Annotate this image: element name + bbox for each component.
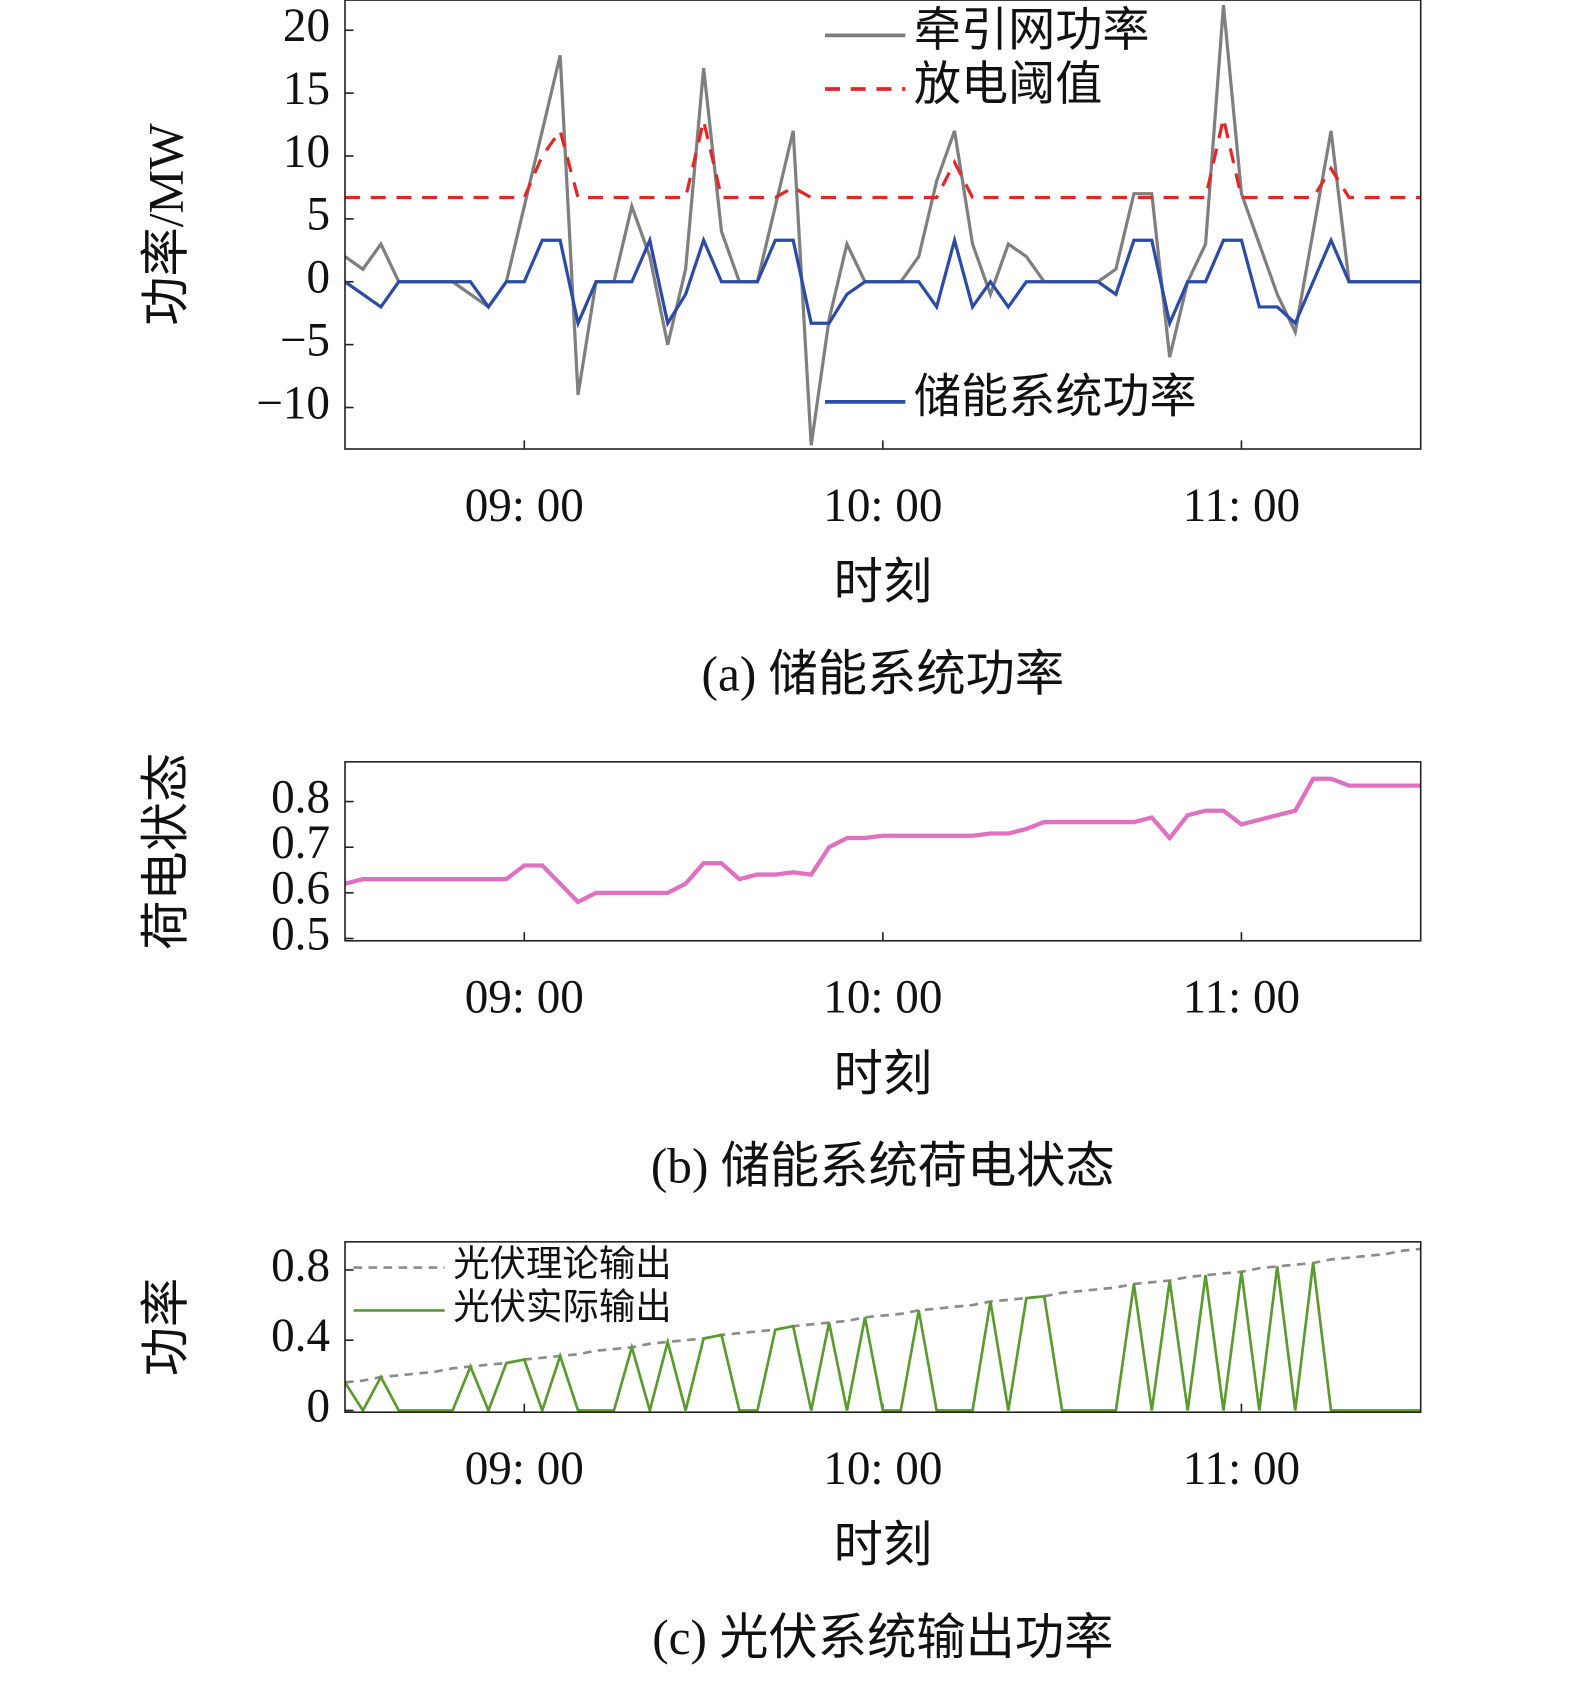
x-tick-label: 11: 00 (1183, 972, 1300, 1024)
plot-frame (344, 1241, 1422, 1414)
series-line (345, 4, 1421, 446)
y-tick-label: −10 (256, 377, 330, 429)
x-tick-label: 09: 00 (465, 972, 584, 1024)
x-tick-label: 11: 00 (1183, 480, 1300, 532)
y-tick-label: 10 (283, 126, 330, 178)
x-tick-label: 09: 00 (465, 480, 584, 532)
series-line (345, 234, 1421, 329)
legend-label: 储能系统功率 (914, 372, 1197, 424)
x-axis-label: 时刻 (834, 555, 933, 610)
x-tick-label: 11: 00 (1183, 1443, 1300, 1495)
caption: (b) 储能系统荷电状态 (651, 1138, 1115, 1193)
y-axis-label: 荷电状态 (139, 753, 194, 950)
y-axis-label: 功率 (139, 1278, 194, 1377)
y-tick-label: 5 (306, 189, 330, 241)
y-tick-label: 20 (283, 0, 330, 52)
y-tick-label: 0.5 (271, 908, 330, 960)
x-axis-label: 时刻 (834, 1518, 933, 1573)
y-tick-label: 0.7 (271, 817, 330, 869)
plot-frame (344, 0, 1422, 450)
series-line (345, 117, 1421, 200)
series-line (345, 1262, 1421, 1413)
y-tick-label: 0.4 (271, 1310, 330, 1362)
legend-label: 光伏实际输出 (453, 1287, 671, 1327)
legend-label: 光伏理论输出 (453, 1244, 671, 1284)
x-tick-label: 10: 00 (823, 1443, 942, 1495)
caption: (c) 光伏系统输出功率 (652, 1610, 1113, 1665)
y-tick-label: 0.6 (271, 863, 330, 915)
y-tick-label: −5 (280, 314, 330, 366)
y-axis-label: 功率/MW (139, 123, 194, 326)
y-tick-label: 0.8 (271, 1240, 330, 1292)
legend-label: 放电阈值 (914, 59, 1103, 111)
y-tick-label: 0 (306, 1380, 330, 1432)
caption: (a) 储能系统功率 (702, 647, 1065, 702)
y-tick-label: 15 (283, 63, 330, 115)
x-tick-label: 10: 00 (823, 972, 942, 1024)
legend-label: 牵引网功率 (914, 5, 1150, 57)
x-tick-label: 09: 00 (465, 1443, 584, 1495)
series-line (345, 776, 1421, 905)
x-axis-label: 时刻 (834, 1046, 933, 1101)
y-tick-label: 0.8 (271, 771, 330, 823)
x-tick-label: 10: 00 (823, 480, 942, 532)
y-tick-label: 0 (306, 252, 330, 304)
plot-frame (344, 761, 1422, 942)
